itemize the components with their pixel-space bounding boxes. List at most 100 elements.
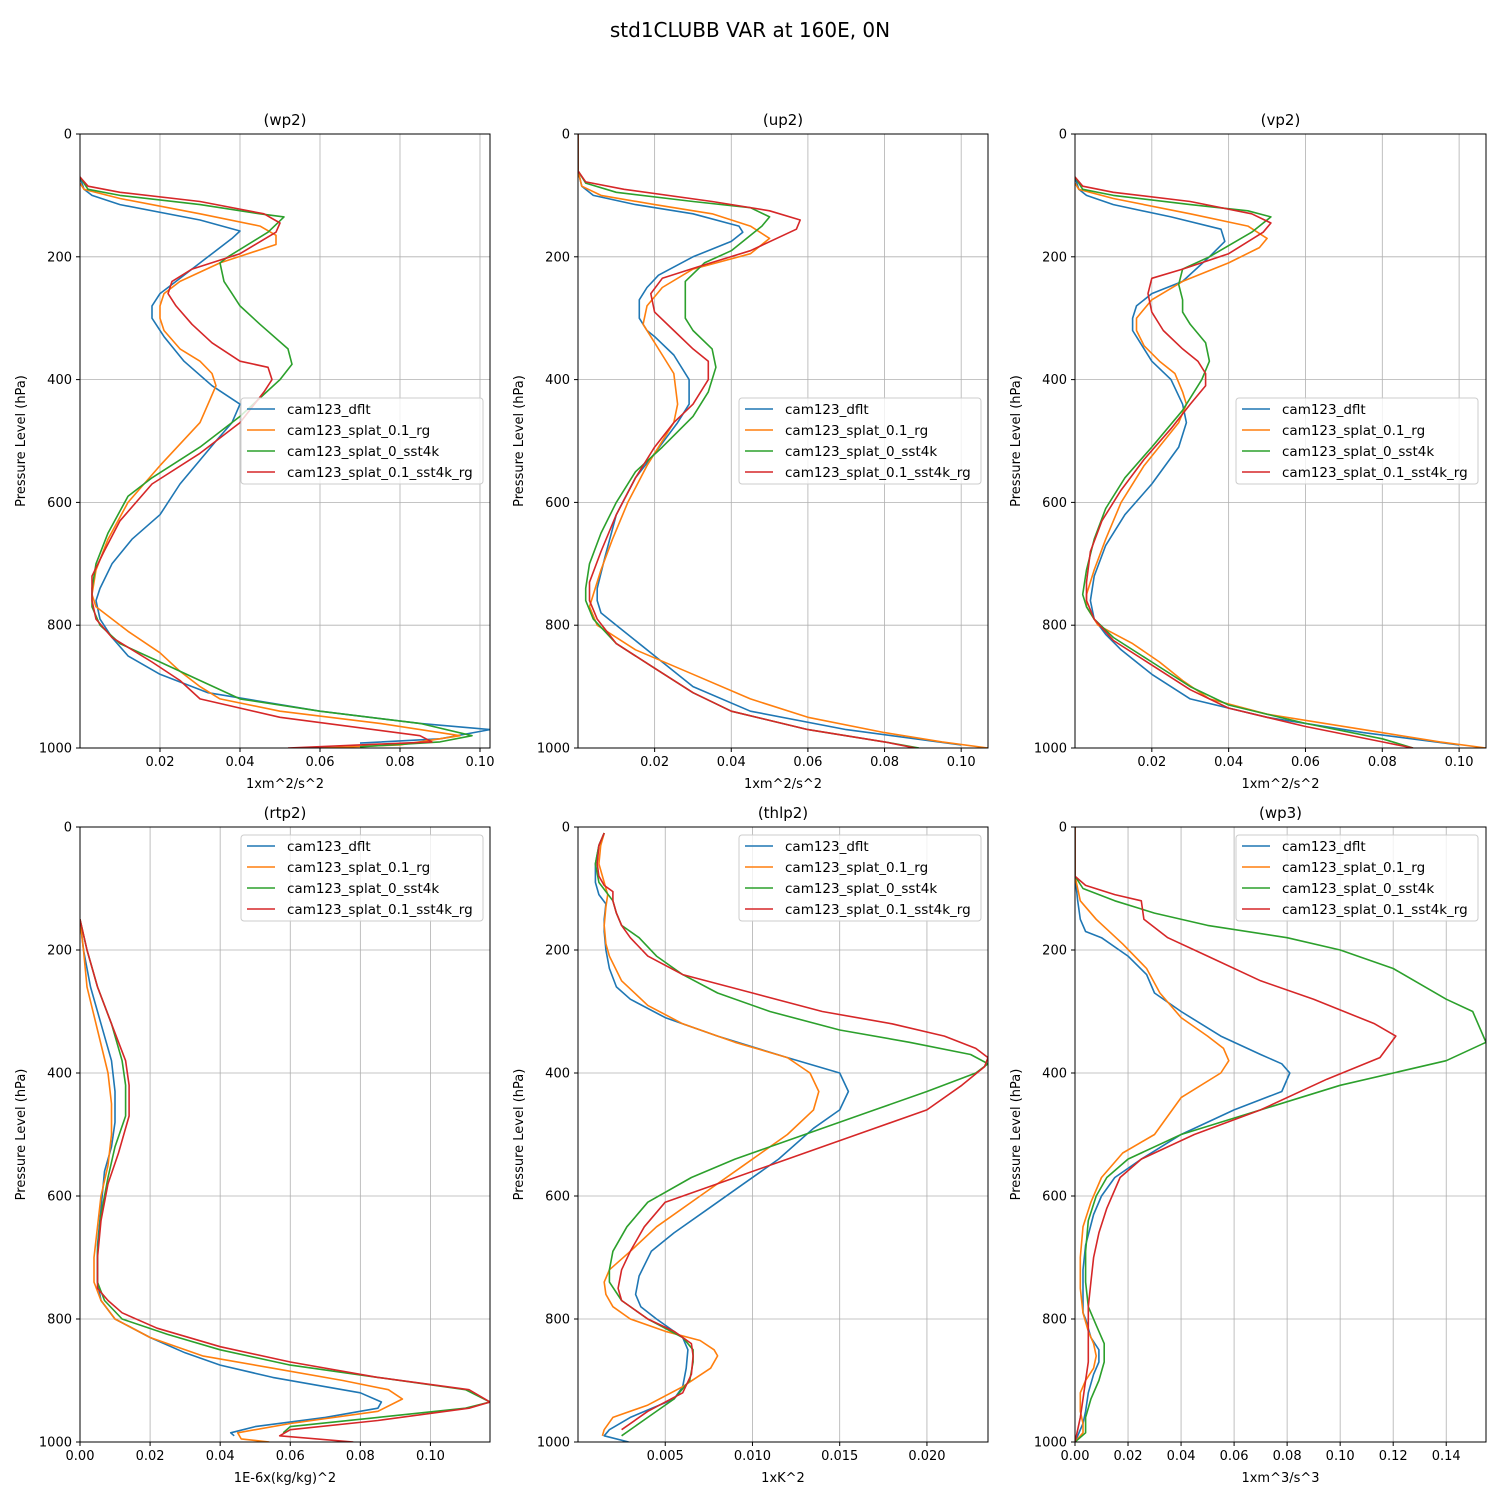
- y-tick-label: 1000: [39, 742, 72, 757]
- series-line-0: [1075, 176, 1460, 746]
- y-tick-label: 600: [47, 496, 72, 511]
- legend-entry: cam123_splat_0.1_sst4k_rg: [785, 465, 971, 481]
- series-group: [594, 832, 988, 1442]
- series-group: [1075, 827, 1486, 1442]
- x-tick-label: 0.12: [1379, 1449, 1408, 1464]
- legend-entry: cam123_dflt: [287, 402, 371, 418]
- y-tick-label: 600: [1042, 1190, 1067, 1205]
- legend-entry: cam123_splat_0.1_sst4k_rg: [287, 902, 473, 918]
- y-tick-label: 400: [545, 373, 570, 388]
- series-line-3: [1075, 176, 1414, 748]
- y-tick-label: 200: [545, 944, 570, 959]
- x-tick-label: 0.10: [1326, 1449, 1355, 1464]
- x-tick-label: 0.10: [947, 755, 976, 770]
- x-tick-label: 0.015: [821, 1449, 858, 1464]
- y-tick-label: 200: [1042, 944, 1067, 959]
- legend-entry: cam123_splat_0_sst4k: [287, 444, 439, 460]
- legend-entry: cam123_splat_0.1_rg: [785, 860, 928, 876]
- legend: cam123_dflt cam123_splat_0.1_rg cam123_spl…: [738, 397, 982, 485]
- x-tick-label: 0.02: [1114, 1449, 1143, 1464]
- legend-box: [1235, 834, 1479, 922]
- axes-frame: [577, 133, 989, 749]
- x-tick-label: 0.020: [908, 1449, 945, 1464]
- x-tick-label: 0.04: [1167, 1449, 1196, 1464]
- legend-entry: cam123_dflt: [785, 839, 869, 855]
- panel-4: 0.005 0.010 0.015 0.020 0 200 400 600 800 1000 (th…: [512, 804, 989, 1486]
- y-tick-label: 1000: [537, 742, 570, 757]
- x-axis-label: 1E-6x(kg/kg)^2: [234, 1471, 336, 1486]
- series-line-3: [80, 919, 490, 1442]
- legend-entry: cam123_dflt: [1282, 402, 1366, 418]
- legend: cam123_dflt cam123_splat_0.1_rg cam123_spl…: [1235, 834, 1479, 922]
- x-tick-label: 0.04: [206, 1449, 235, 1464]
- y-tick-label: 600: [47, 1190, 72, 1205]
- x-tick-label: 0.00: [66, 1449, 95, 1464]
- panel-title: (wp2): [263, 111, 306, 129]
- x-tick-label: 0.10: [466, 755, 495, 770]
- figure-title: std1CLUBB VAR at 160E, 0N: [610, 18, 890, 42]
- x-axis-label: 1xm^2/s^2: [1241, 777, 1319, 792]
- y-tick-label: 200: [545, 250, 570, 265]
- y-tick-label: 400: [545, 1067, 570, 1082]
- x-tick-label: 0.04: [1214, 755, 1243, 770]
- panel-3: 0.00 0.02 0.04 0.06 0.08 0.10 0 200 400 600 800 100…: [14, 804, 491, 1486]
- x-tick-label: 0.02: [146, 755, 175, 770]
- legend: cam123_dflt cam123_splat_0.1_rg cam123_spl…: [738, 834, 982, 922]
- series-line-2: [594, 832, 988, 1437]
- x-tick-label: 0.02: [1137, 755, 1166, 770]
- legend-entry: cam123_splat_0_sst4k: [785, 444, 937, 460]
- x-tick-label: 0.005: [647, 1449, 684, 1464]
- x-tick-label: 0.04: [717, 755, 746, 770]
- axes-frame: [79, 133, 491, 749]
- legend-entry: cam123_splat_0.1_rg: [287, 860, 430, 876]
- panel-title: (up2): [763, 111, 803, 129]
- y-tick-label: 0: [1059, 128, 1067, 143]
- series-line-1: [578, 134, 988, 748]
- series-line-1: [598, 832, 820, 1437]
- legend-entry: cam123_dflt: [785, 402, 869, 418]
- x-tick-label: 0.06: [276, 1449, 305, 1464]
- legend-box: [240, 834, 484, 922]
- y-tick-label: 200: [1042, 250, 1067, 265]
- legend-entry: cam123_splat_0_sst4k: [1282, 444, 1434, 460]
- y-axis-label: Pressure Level (hPa): [14, 1069, 29, 1201]
- legend-entry: cam123_splat_0.1_sst4k_rg: [287, 465, 473, 481]
- x-tick-label: 0.02: [136, 1449, 165, 1464]
- series-group: [80, 919, 490, 1442]
- y-tick-label: 200: [47, 250, 72, 265]
- series-line-1: [80, 919, 404, 1442]
- y-tick-label: 800: [47, 1313, 72, 1328]
- legend-entry: cam123_splat_0_sst4k: [785, 881, 937, 897]
- axes-frame: [577, 826, 989, 1443]
- series-line-2: [80, 176, 473, 748]
- series-group: [578, 134, 988, 748]
- legend-entry: cam123_splat_0.1_rg: [1282, 860, 1425, 876]
- x-tick-label: 0.02: [640, 755, 669, 770]
- panel-title: (wp3): [1259, 804, 1302, 822]
- x-tick-label: 0.08: [870, 755, 899, 770]
- y-tick-label: 600: [1042, 496, 1067, 511]
- x-axis-label: 1xm^2/s^2: [744, 777, 822, 792]
- y-tick-label: 800: [47, 619, 72, 634]
- x-tick-label: 0.10: [416, 1449, 445, 1464]
- series-group: [1075, 176, 1486, 748]
- y-tick-label: 1000: [1034, 742, 1067, 757]
- x-tick-label: 0.08: [346, 1449, 375, 1464]
- legend-box: [1235, 397, 1479, 485]
- x-tick-label: 0.14: [1432, 1449, 1461, 1464]
- y-tick-label: 0: [64, 821, 72, 836]
- panel-title: (vp2): [1261, 111, 1301, 129]
- series-line-0: [578, 134, 962, 746]
- y-tick-label: 400: [1042, 1067, 1067, 1082]
- y-axis-label: Pressure Level (hPa): [1009, 375, 1024, 507]
- y-tick-label: 600: [545, 1190, 570, 1205]
- legend: cam123_dflt cam123_splat_0.1_rg cam123_spl…: [240, 397, 484, 485]
- series-line-3: [578, 134, 916, 748]
- y-tick-label: 0: [1059, 821, 1067, 836]
- x-tick-label: 0.08: [1273, 1449, 1302, 1464]
- y-tick-label: 800: [1042, 619, 1067, 634]
- x-tick-label: 0.08: [1368, 755, 1397, 770]
- legend-entry: cam123_splat_0.1_sst4k_rg: [1282, 902, 1468, 918]
- y-tick-label: 0: [562, 128, 570, 143]
- series-line-3: [80, 176, 433, 748]
